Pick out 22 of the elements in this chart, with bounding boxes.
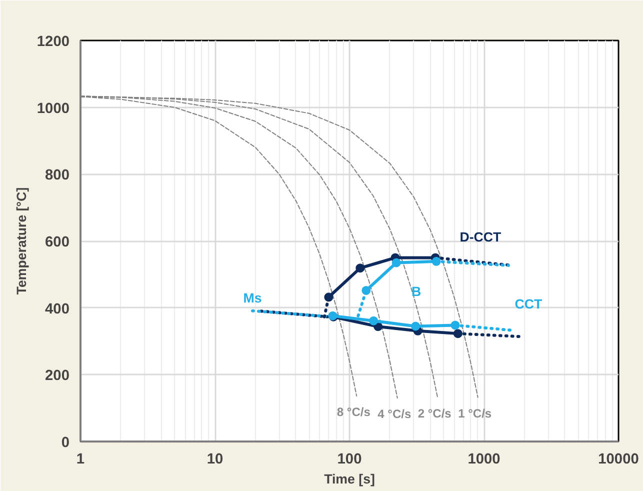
annotation: 1 °C/s <box>458 406 492 420</box>
x-tick-label: 1 <box>76 452 85 468</box>
y-tick-label: 0 <box>61 435 70 451</box>
annotation: 2 °C/s <box>418 406 452 421</box>
annotation: 8 °C/s <box>336 405 371 420</box>
annotation: 4 °C/s <box>378 407 412 422</box>
x-tick-label: 10000 <box>598 452 639 468</box>
y-tick-label: 600 <box>45 234 70 250</box>
y-tick-label: 400 <box>45 301 70 318</box>
y-tick-label: 200 <box>45 368 70 384</box>
x-tick-label: 100 <box>337 452 362 468</box>
annotation: D-CCT <box>460 230 502 245</box>
y-tick-label: 1200 <box>36 34 70 50</box>
annotation: CCT <box>514 296 542 312</box>
x-axis-title: Time [s] <box>324 472 375 486</box>
y-tick-label: 1000 <box>36 100 70 117</box>
x-tick-label: 1000 <box>468 452 500 468</box>
x-tick-label: 10 <box>206 452 224 468</box>
annotation: Ms <box>243 290 262 306</box>
y-tick-label: 800 <box>45 168 70 184</box>
y-axis-title: Temperature [°C] <box>14 187 29 295</box>
annotation: B <box>412 284 422 300</box>
